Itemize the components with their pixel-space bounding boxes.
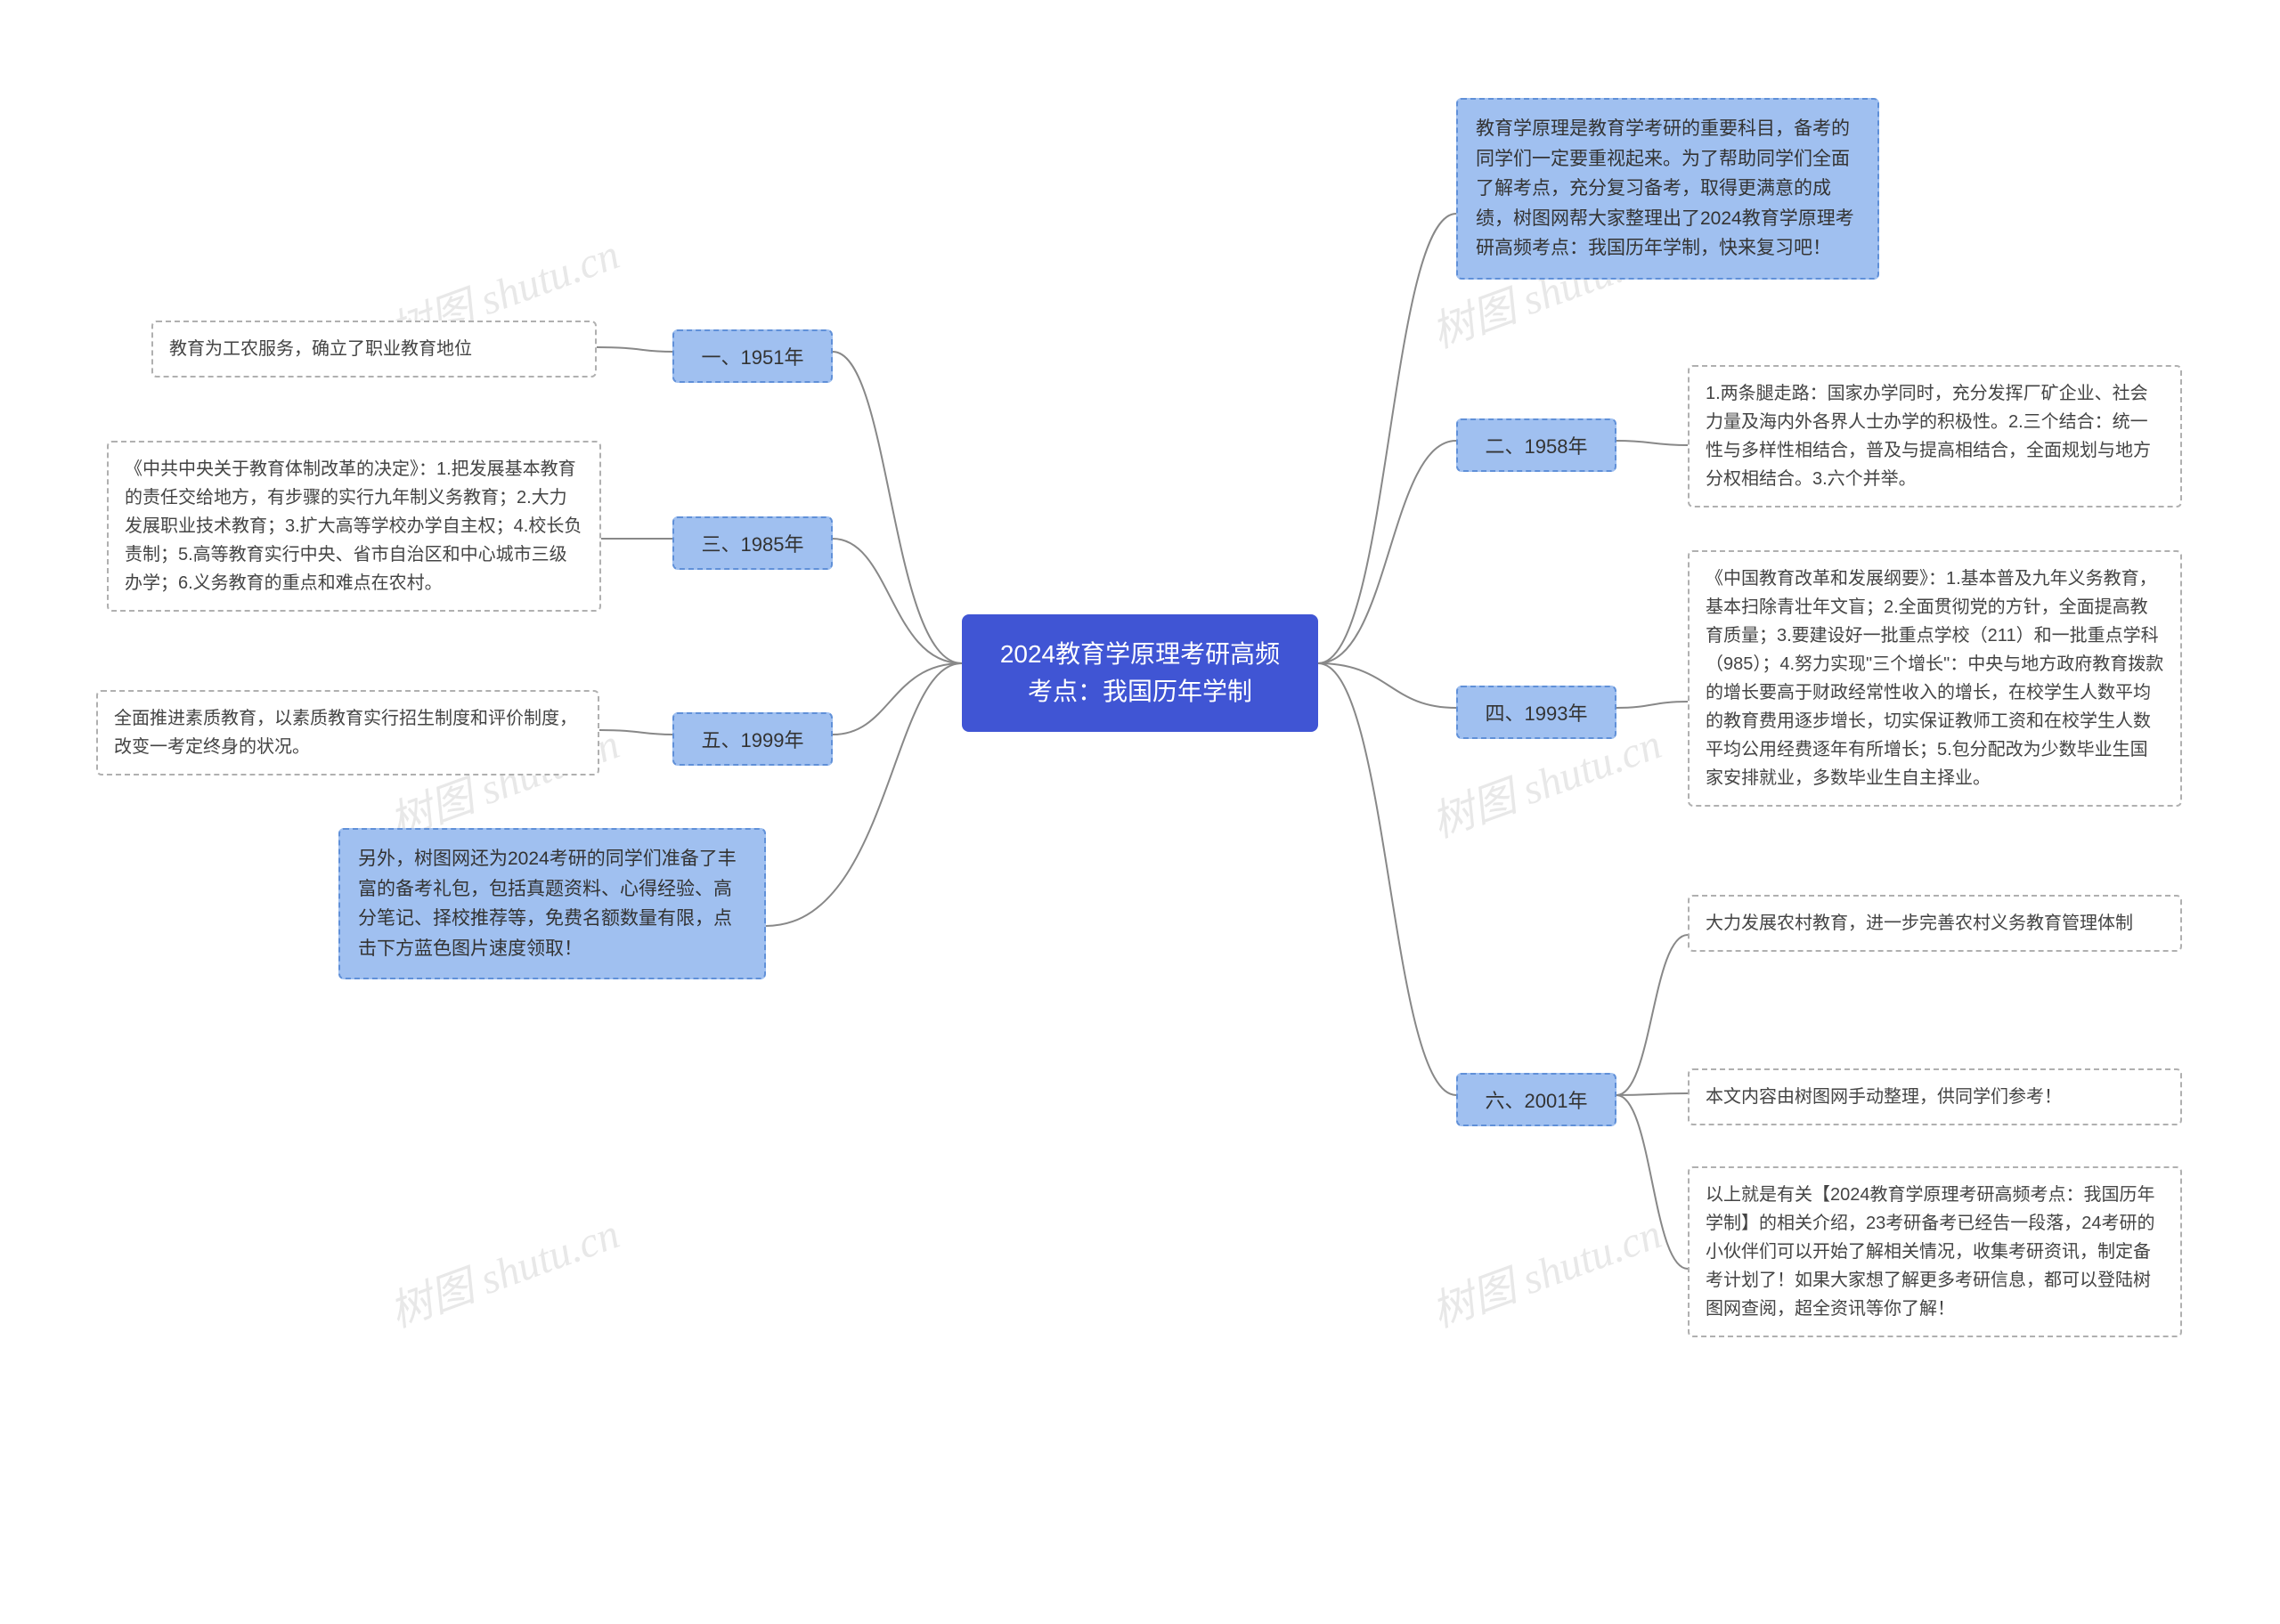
leaf-1951: 教育为工农服务，确立了职业教育地位 (151, 321, 597, 378)
year-1985: 三、1985年 (672, 516, 833, 570)
promo-note: 另外，树图网还为2024考研的同学们准备了丰富的备考礼包，包括真题资料、心得经验… (338, 828, 766, 979)
year-1993: 四、1993年 (1456, 686, 1616, 739)
leaf-1958: 1.两条腿走路：国家办学同时，充分发挥厂矿企业、社会力量及海内外各界人士办学的积… (1688, 365, 2182, 508)
year-1958: 二、1958年 (1456, 418, 1616, 472)
leaf-1993: 《中国教育改革和发展纲要》：1.基本普及九年义务教育，基本扫除青壮年文盲；2.全… (1688, 550, 2182, 807)
leaf-2001-a: 大力发展农村教育，进一步完善农村义务教育管理体制 (1688, 895, 2182, 952)
leaf-1999: 全面推进素质教育，以素质教育实行招生制度和评价制度，改变一考定终身的状况。 (96, 690, 599, 775)
watermark: 树图 shutu.cn (379, 1198, 626, 1339)
intro-note: 教育学原理是教育学考研的重要科目，备考的同学们一定要重视起来。为了帮助同学们全面… (1456, 98, 1879, 280)
watermark: 树图 shutu.cn (1421, 1198, 1668, 1339)
year-1999: 五、1999年 (672, 712, 833, 766)
center-node: 2024教育学原理考研高频 考点：我国历年学制 (962, 614, 1318, 732)
year-1951: 一、1951年 (672, 329, 833, 383)
leaf-1985: 《中共中央关于教育体制改革的决定》：1.把发展基本教育的责任交给地方，有步骤的实… (107, 441, 601, 612)
year-2001: 六、2001年 (1456, 1073, 1616, 1126)
leaf-2001-c: 以上就是有关【2024教育学原理考研高频考点：我国历年学制】的相关介绍，23考研… (1688, 1166, 2182, 1337)
connector-lines (0, 0, 2280, 1624)
leaf-2001-b: 本文内容由树图网手动整理，供同学们参考！ (1688, 1068, 2182, 1125)
